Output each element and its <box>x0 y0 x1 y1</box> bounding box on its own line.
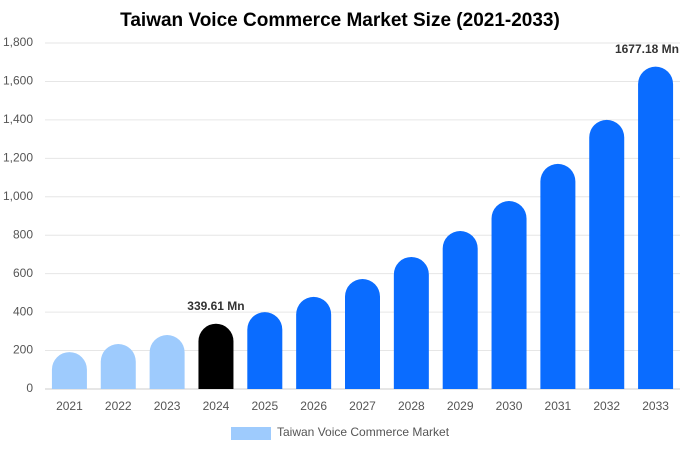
x-tick-label: 2026 <box>300 399 327 413</box>
bar <box>540 163 576 389</box>
y-tick-label: 1,000 <box>3 189 33 203</box>
y-tick-label: 1,400 <box>3 112 33 126</box>
y-tick-label: 1,200 <box>3 151 33 165</box>
bar <box>442 230 478 389</box>
value-label: 1677.18 Mn <box>615 42 679 56</box>
x-tick-label: 2033 <box>642 399 669 413</box>
y-tick-label: 0 <box>26 381 33 395</box>
x-tick-label: 2022 <box>105 399 132 413</box>
y-tick-label: 600 <box>13 266 33 280</box>
bar <box>51 352 87 389</box>
bar <box>247 312 283 389</box>
bar <box>638 66 674 389</box>
bar <box>198 323 234 389</box>
bar <box>100 344 136 389</box>
x-tick-label: 2029 <box>447 399 474 413</box>
bar <box>345 279 380 389</box>
bar <box>393 256 429 389</box>
chart-title: Taiwan Voice Commerce Market Size (2021-… <box>120 10 560 31</box>
x-tick-label: 2030 <box>496 399 523 413</box>
x-tick-label: 2027 <box>349 399 376 413</box>
bar <box>491 201 527 389</box>
y-tick-label: 400 <box>13 304 33 318</box>
x-tick-label: 2025 <box>251 399 278 413</box>
y-tick-label: 800 <box>13 227 33 241</box>
value-label: 339.61 Mn <box>187 299 244 313</box>
bar <box>589 119 625 389</box>
legend-label: Taiwan Voice Commerce Market <box>277 425 450 439</box>
y-tick-label: 1,600 <box>3 74 33 88</box>
x-tick-label: 2024 <box>203 399 230 413</box>
x-tick-label: 2028 <box>398 399 425 413</box>
y-tick-label: 1,800 <box>3 35 33 49</box>
legend-swatch <box>231 427 271 440</box>
y-tick-label: 200 <box>13 343 33 357</box>
x-tick-label: 2032 <box>593 399 620 413</box>
x-tick-label: 2021 <box>56 399 83 413</box>
bar <box>149 334 185 389</box>
x-tick-label: 2031 <box>545 399 572 413</box>
bar <box>296 296 332 389</box>
x-tick-label: 2023 <box>154 399 181 413</box>
